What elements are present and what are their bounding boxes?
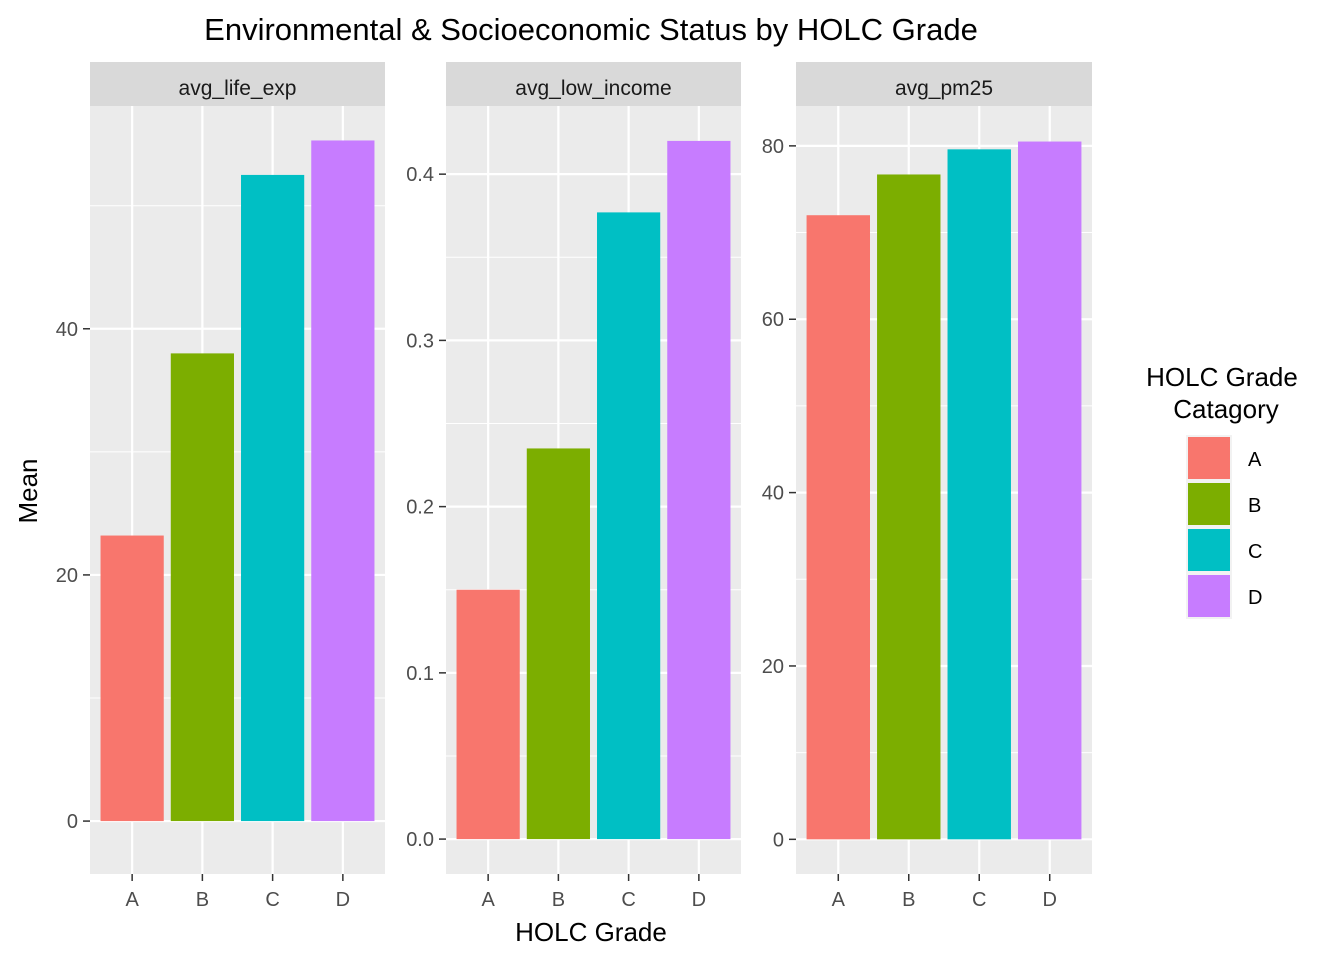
bar-A	[100, 535, 164, 822]
y-axis-label: Mean	[13, 458, 43, 523]
x-tick-label: B	[902, 889, 915, 911]
legend-label-D: D	[1248, 587, 1262, 609]
y-tick-label: 20	[56, 565, 78, 587]
x-tick-label: C	[972, 889, 986, 911]
bar-B	[877, 174, 941, 840]
facet-strip	[796, 62, 1092, 106]
facet-strip	[446, 62, 741, 106]
bar-B	[170, 353, 234, 822]
legend-key-B	[1188, 483, 1230, 525]
chart-title: Environmental & Socioeconomic Status by …	[204, 12, 978, 47]
x-tick-label: A	[481, 889, 495, 911]
x-tick-label: A	[125, 889, 139, 911]
x-tick-label: D	[336, 889, 350, 911]
bar-C	[241, 174, 305, 822]
y-tick-label: 80	[762, 136, 784, 158]
legend-label-B: B	[1248, 495, 1261, 517]
legend-label-C: C	[1248, 541, 1262, 563]
y-tick-label: 60	[762, 309, 784, 331]
x-axis-label: HOLC Grade	[515, 917, 667, 947]
legend-key-C	[1188, 529, 1230, 571]
y-tick-label: 40	[56, 319, 78, 341]
facet-strip-label: avg_low_income	[515, 77, 671, 100]
x-tick-label: D	[1042, 889, 1056, 911]
y-tick-label: 0	[67, 811, 78, 833]
panel-avg_pm25: avg_pm25 0 20 40 60 80 A B C D	[762, 62, 1092, 911]
y-tick-label: 40	[762, 483, 784, 505]
facet-strip-label: avg_pm25	[895, 77, 993, 100]
y-tick-label: 0.0	[406, 829, 434, 851]
x-tick-label: B	[196, 889, 209, 911]
bar-C	[597, 212, 661, 840]
y-tick-label: 0.4	[406, 164, 434, 186]
y-tick-label: 20	[762, 656, 784, 678]
bar-D	[1018, 141, 1082, 840]
x-tick-label: B	[552, 889, 565, 911]
legend-title-line1: HOLC Grade	[1146, 362, 1298, 392]
bar-D	[311, 140, 375, 822]
facet-strip-label: avg_life_exp	[179, 77, 297, 100]
x-tick-label: D	[692, 889, 706, 911]
legend-title-line2: Catagory	[1173, 394, 1279, 424]
bar-A	[456, 589, 520, 840]
x-tick-label: C	[265, 889, 279, 911]
legend-key-A	[1188, 437, 1230, 479]
panel-avg_low_income: avg_low_income 0.0 0.1 0.2 0.3 0.4 A B C D	[406, 62, 741, 911]
bar-B	[526, 448, 590, 840]
legend: HOLC Grade Catagory A B C D	[1146, 362, 1298, 619]
y-tick-label: 0	[773, 829, 784, 851]
y-tick-label: 0.3	[406, 330, 434, 352]
y-tick-label: 0.2	[406, 497, 434, 519]
x-tick-label: C	[621, 889, 635, 911]
x-tick-label: A	[832, 889, 846, 911]
bar-D	[667, 140, 731, 840]
panel-avg_life_exp: avg_life_exp 0 20 40 A B C D	[56, 62, 385, 911]
facet-strip	[90, 62, 385, 106]
bar-A	[806, 215, 870, 840]
legend-label-A: A	[1248, 449, 1262, 471]
bar-C	[947, 149, 1011, 840]
y-tick-label: 0.1	[406, 663, 434, 685]
legend-key-D	[1188, 575, 1230, 617]
